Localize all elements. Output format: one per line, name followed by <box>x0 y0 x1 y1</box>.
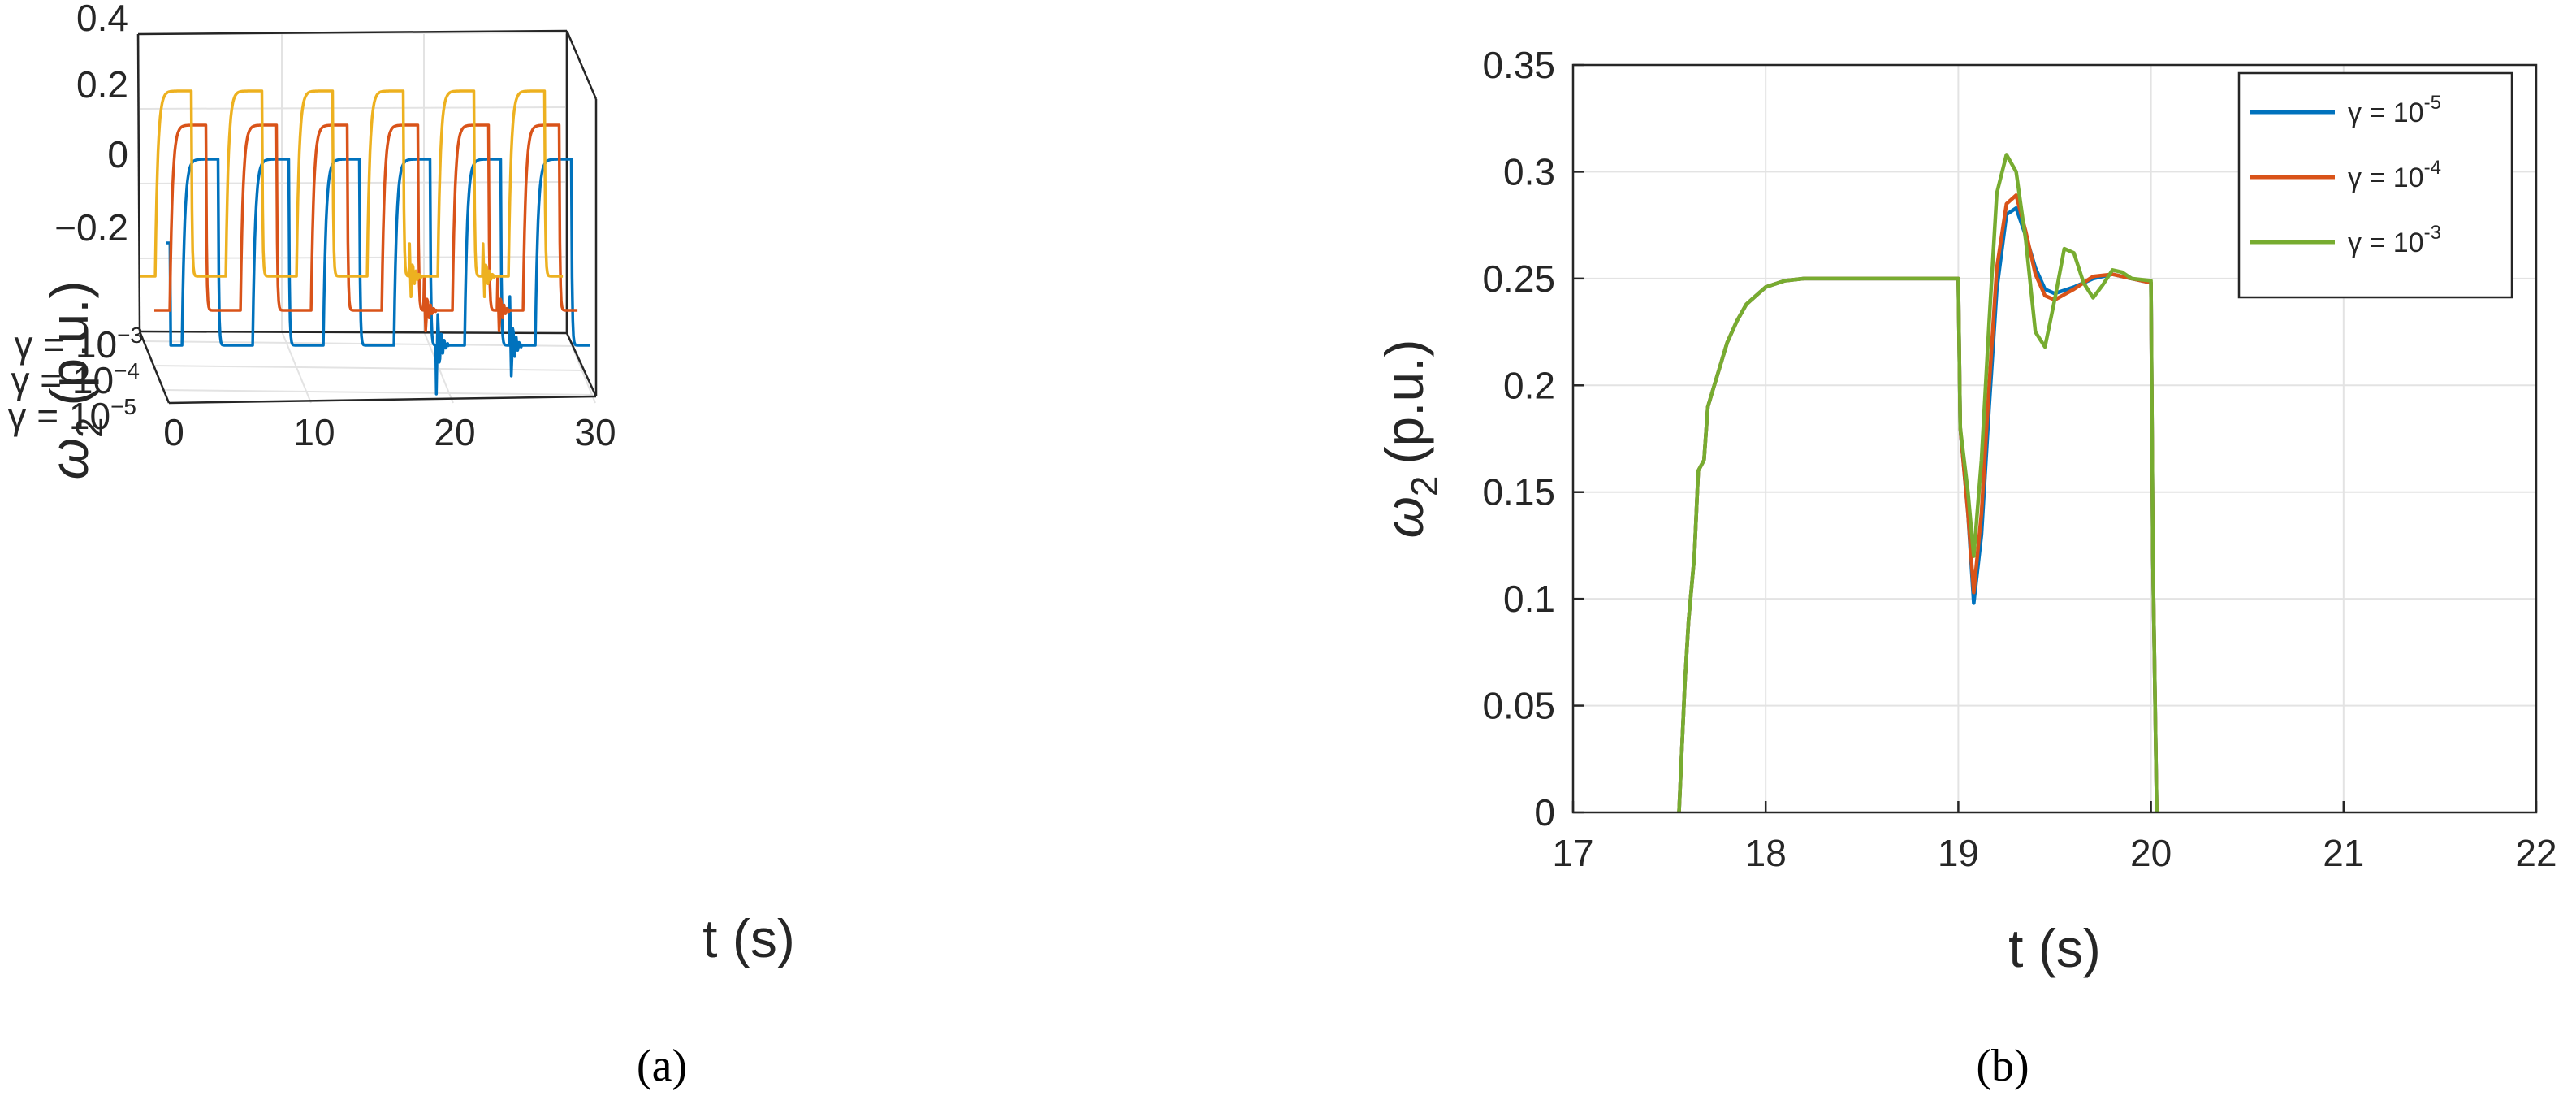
panel-a-series-line-3 <box>139 89 564 299</box>
panel-b-ytick-label: 0.35 <box>1482 44 1555 86</box>
panel-b-xtick-label: 18 <box>1745 832 1787 874</box>
panel-a-ztick-label: −0.2 <box>54 206 128 249</box>
panel-b-xtick-label: 22 <box>2515 832 2557 874</box>
panel-b-legend: γ = 10-5 γ = 10-4 γ = 10-3 <box>2237 71 2513 299</box>
panel-a-ylabel-omega: ω <box>39 438 99 479</box>
panel-a-series-line-1 <box>166 158 591 396</box>
panel-b-ytick-label: 0.2 <box>1503 364 1555 406</box>
panel-a-xlabel: t (s) <box>702 908 795 968</box>
caption-a: (a) <box>637 1041 687 1091</box>
svg-text:ω2(p.u.): ω2 (p.u.) <box>39 280 110 479</box>
panel-a-series <box>139 89 591 396</box>
panel-a-back-hgrid <box>139 256 568 259</box>
panel-b-ytick-label: 0 <box>1534 791 1555 834</box>
panel-b-xtick-label: 17 <box>1552 832 1593 874</box>
panel-a-ztick-label: 0 <box>107 133 128 175</box>
panel-b-ytick-label: 0.1 <box>1503 578 1555 620</box>
panel-a-xtick-label: 10 <box>293 411 335 453</box>
panel-a-xtick-label: 30 <box>574 411 616 453</box>
panel-a-frame-edge <box>565 332 598 397</box>
panel-b-ytick-label: 0.15 <box>1482 471 1555 513</box>
panel-a-frame-edge <box>565 30 598 100</box>
panel-b-ylabel-omega: ω <box>1374 496 1434 538</box>
panel-a-depth-tick-label: γ = 10−5 <box>7 394 136 437</box>
panel-b-xtick-label: 20 <box>2130 832 2172 874</box>
panel-b-line-chart: 17 18 19 20 21 22 0 0.05 0.1 0.15 0.2 0.25 0.3 0.35 γ… <box>1374 44 2557 978</box>
panel-a-series-line-2 <box>153 123 579 333</box>
panel-b-ytick-label: 0.3 <box>1503 150 1555 193</box>
panel-a-ylabel: ω2 (p.u.) <box>39 280 110 479</box>
panel-a-ylabel-subscript: 2 <box>68 418 110 439</box>
panel-b-xtick-label: 19 <box>1938 832 1979 874</box>
panel-a-depth-tick-label: γ = 10−4 <box>11 358 140 401</box>
panel-a-back-hgrid <box>139 181 568 184</box>
panel-b-legend-label: γ = 10-5 <box>2348 92 2441 128</box>
caption-b: (b) <box>1976 1041 2029 1091</box>
panel-b-ylabel-unit: (p.u.) <box>1374 339 1434 464</box>
panel-a-box-frame <box>136 29 598 405</box>
panel-a-ztick-label: 0.2 <box>76 63 128 106</box>
panel-a-frame-edge <box>138 331 171 404</box>
panel-b-series <box>1677 153 2159 812</box>
panel-a-floor-depth-grid <box>163 389 594 396</box>
panel-a-ylabel-unit: (p.u.) <box>39 280 99 405</box>
panel-a-xtick-label: 0 <box>163 411 184 453</box>
panel-a-ticks: 0 10 20 30 0.4 0.2 0 −0.2 γ = 10−3γ = 10−4γ = 10… <box>7 0 616 453</box>
panel-a-floor-grid <box>423 331 454 404</box>
panel-b-legend-label: γ = 10-3 <box>2348 222 2441 258</box>
panel-b-legend-label: γ = 10-4 <box>2348 157 2441 193</box>
panel-b-ticks: 17 18 19 20 21 22 0 0.05 0.1 0.15 0.2 0.25 0.3 0.35 <box>1482 44 2557 874</box>
panel-a-frame-edge <box>168 395 597 405</box>
panel-a-frame-edge <box>137 29 568 36</box>
panel-b-ylabel-subscript: 2 <box>1403 476 1446 497</box>
panel-a-floor-depth-grid <box>153 365 586 371</box>
panel-a-back-hgrid <box>139 106 568 110</box>
svg-text:ω2(p.u.): ω2 (p.u.) <box>1374 339 1446 538</box>
panel-b-xlabel: t (s) <box>2008 918 2101 978</box>
panel-a-waterfall-chart: 0 10 20 30 0.4 0.2 0 −0.2 γ = 10−3γ = 10−4γ = 10… <box>7 0 794 968</box>
panel-b-series-line-3 <box>1677 153 2159 812</box>
panel-a-xtick-label: 20 <box>434 411 475 453</box>
panel-b-xtick-label: 21 <box>2323 832 2364 874</box>
panel-a-ztick-label: 0.4 <box>76 0 128 39</box>
panel-b-ylabel: ω2 (p.u.) <box>1374 339 1446 538</box>
panel-a-depth-tick-label: γ = 10−3 <box>14 323 143 366</box>
panel-b-axes-box <box>1571 63 2538 814</box>
panel-a-frame-edge <box>136 33 141 332</box>
panel-b-ytick-label: 0.25 <box>1482 258 1555 300</box>
panel-a-frame-edge <box>139 330 568 335</box>
panel-b-ytick-label: 0.05 <box>1482 685 1555 727</box>
